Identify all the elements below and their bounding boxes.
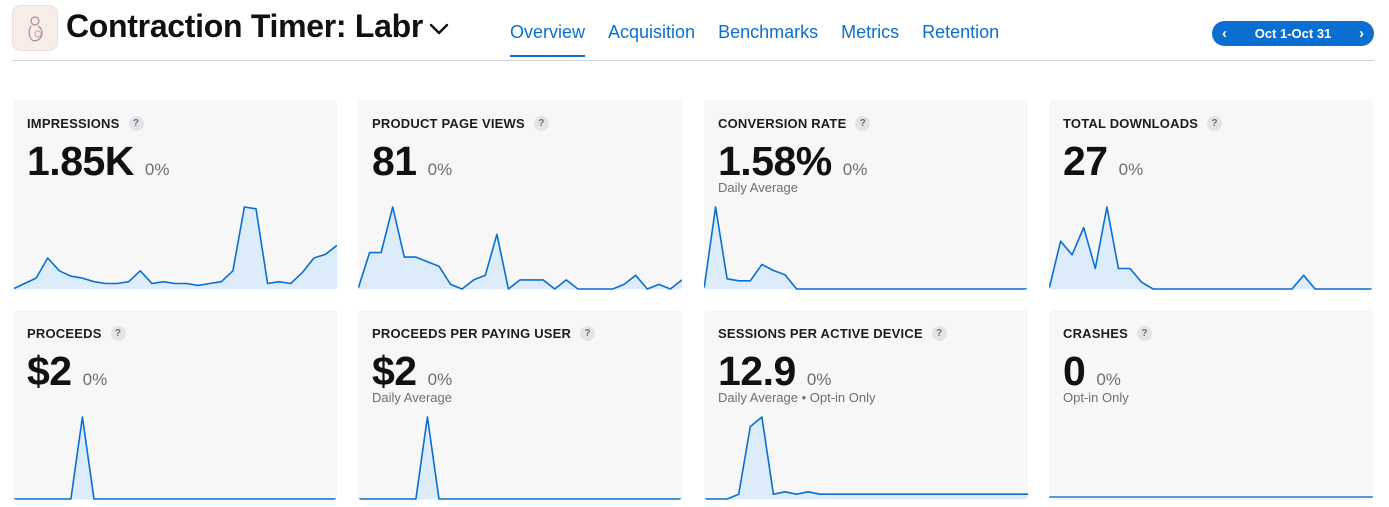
sparkline-line bbox=[1049, 206, 1373, 290]
metric-label: PROCEEDS? bbox=[27, 326, 126, 341]
metric-label-text: PRODUCT PAGE VIEWS bbox=[372, 116, 525, 131]
sparkline-area bbox=[358, 417, 682, 499]
date-range-label[interactable]: Oct 1-Oct 31 bbox=[1254, 26, 1332, 41]
sparkline-chart bbox=[704, 416, 1028, 500]
metric-label: PROCEEDS PER PAYING USER? bbox=[372, 326, 596, 341]
metric-value-row: $2 0% bbox=[27, 348, 107, 395]
sparkline-line bbox=[358, 206, 682, 290]
app-header: Contraction Timer: Labr Overview Acquisi… bbox=[0, 0, 1389, 62]
sparkline-chart bbox=[13, 416, 337, 500]
metric-value-row: 0 0% bbox=[1063, 348, 1121, 395]
chevron-left-icon[interactable]: ‹ bbox=[1222, 25, 1227, 42]
metric-value-row: 27 0% bbox=[1063, 138, 1143, 185]
metric-label: CONVERSION RATE? bbox=[718, 116, 871, 131]
sparkline-line bbox=[358, 416, 682, 500]
help-icon[interactable]: ? bbox=[1136, 326, 1152, 341]
metric-label-text: IMPRESSIONS bbox=[27, 116, 120, 131]
metric-card-product-page-views[interactable]: PRODUCT PAGE VIEWS? 81 0% bbox=[358, 100, 682, 290]
metric-card-impressions[interactable]: IMPRESSIONS? 1.85K 0% bbox=[13, 100, 337, 290]
metric-value: 27 bbox=[1063, 138, 1108, 184]
tab-bar: Overview Acquisition Benchmarks Metrics … bbox=[510, 22, 1022, 57]
sparkline-area bbox=[704, 417, 1028, 499]
sparkline-area bbox=[13, 207, 337, 289]
sparkline-area bbox=[358, 207, 682, 289]
metric-card-proceeds[interactable]: PROCEEDS? $2 0% bbox=[13, 310, 337, 500]
metric-label-text: PROCEEDS PER PAYING USER bbox=[372, 326, 572, 341]
tab-retention[interactable]: Retention bbox=[922, 22, 1000, 42]
metric-card-proceeds-per-paying-user[interactable]: PROCEEDS PER PAYING USER? $2 0% Daily Avera… bbox=[358, 310, 682, 500]
metric-label-text: PROCEEDS bbox=[27, 326, 102, 341]
metric-value: 81 bbox=[372, 138, 417, 184]
metric-value: 12.9 bbox=[718, 348, 796, 394]
metric-delta: 0% bbox=[1118, 160, 1144, 179]
app-title: Contraction Timer: Labr bbox=[66, 8, 423, 44]
metric-delta: 0% bbox=[427, 160, 453, 179]
metric-label-text: SESSIONS PER ACTIVE DEVICE bbox=[718, 326, 923, 341]
metric-label: CRASHES? bbox=[1063, 326, 1152, 341]
metric-subtext: Daily Average bbox=[372, 390, 452, 405]
metric-value: 1.58% bbox=[718, 138, 832, 184]
metric-label: SESSIONS PER ACTIVE DEVICE? bbox=[718, 326, 947, 341]
metric-delta: 0% bbox=[427, 370, 453, 389]
sparkline-chart bbox=[358, 206, 682, 290]
help-icon[interactable]: ? bbox=[580, 326, 596, 341]
help-icon[interactable]: ? bbox=[128, 116, 144, 131]
metric-value: $2 bbox=[27, 348, 72, 394]
help-icon[interactable]: ? bbox=[533, 116, 549, 131]
sparkline-chart bbox=[13, 206, 337, 290]
tab-overview[interactable]: Overview bbox=[510, 22, 586, 57]
metric-label: IMPRESSIONS? bbox=[27, 116, 144, 131]
metric-value: $2 bbox=[372, 348, 417, 394]
metric-value-row: 81 0% bbox=[372, 138, 452, 185]
metric-delta: 0% bbox=[144, 160, 170, 179]
metric-delta: 0% bbox=[82, 370, 108, 389]
metric-value-row: 1.85K 0% bbox=[27, 138, 170, 185]
help-icon[interactable]: ? bbox=[855, 116, 871, 131]
metric-card-sessions-per-active-device[interactable]: SESSIONS PER ACTIVE DEVICE? 12.9 0% Daily A… bbox=[704, 310, 1028, 500]
sparkline-line bbox=[704, 206, 1028, 290]
metric-label: PRODUCT PAGE VIEWS? bbox=[372, 116, 549, 131]
sparkline-area bbox=[13, 417, 337, 499]
tab-benchmarks[interactable]: Benchmarks bbox=[718, 22, 819, 42]
metric-delta: 0% bbox=[842, 160, 868, 179]
metric-delta: 0% bbox=[1096, 370, 1121, 389]
metric-card-crashes[interactable]: CRASHES? 0 0% Opt-in Only bbox=[1049, 310, 1373, 500]
date-range-picker: ‹ Oct 1-Oct 31 › bbox=[1212, 21, 1374, 46]
metric-subtext: Daily Average bbox=[718, 180, 798, 195]
metric-label: TOTAL DOWNLOADS? bbox=[1063, 116, 1223, 131]
metric-value-row: $2 0% bbox=[372, 348, 452, 395]
metric-subtext: Daily Average • Opt-in Only bbox=[718, 390, 876, 405]
tab-metrics[interactable]: Metrics bbox=[841, 22, 900, 42]
metric-value: 1.85K bbox=[27, 138, 134, 184]
sparkline-chart bbox=[358, 416, 682, 500]
sparkline-line bbox=[13, 206, 337, 290]
app-icon[interactable] bbox=[12, 5, 58, 51]
pregnancy-icon bbox=[28, 16, 43, 42]
header-divider bbox=[12, 60, 1374, 61]
help-icon[interactable]: ? bbox=[110, 326, 126, 341]
sparkline-area bbox=[1049, 207, 1373, 289]
metric-label-text: CRASHES bbox=[1063, 326, 1128, 341]
help-icon[interactable]: ? bbox=[1207, 116, 1223, 131]
metric-card-total-downloads[interactable]: TOTAL DOWNLOADS? 27 0% bbox=[1049, 100, 1373, 290]
metric-delta: 0% bbox=[806, 370, 832, 389]
metric-subtext: Opt-in Only bbox=[1063, 390, 1129, 405]
metric-card-conversion-rate[interactable]: CONVERSION RATE? 1.58% 0% Daily Average bbox=[704, 100, 1028, 290]
tab-acquisition[interactable]: Acquisition bbox=[608, 22, 696, 42]
metric-value-row: 12.9 0% bbox=[718, 348, 831, 395]
metric-value-row: 1.58% 0% bbox=[718, 138, 867, 185]
help-icon[interactable]: ? bbox=[931, 326, 947, 341]
sparkline-line bbox=[13, 416, 337, 500]
sparkline-line bbox=[704, 416, 1028, 500]
metric-value: 0 bbox=[1063, 348, 1086, 394]
chevron-right-icon[interactable]: › bbox=[1359, 25, 1364, 42]
sparkline-chart bbox=[1049, 206, 1373, 290]
sparkline-chart bbox=[704, 206, 1028, 290]
metric-label-text: TOTAL DOWNLOADS bbox=[1063, 116, 1199, 131]
sparkline-chart bbox=[1049, 496, 1373, 498]
metric-label-text: CONVERSION RATE bbox=[718, 116, 847, 131]
chevron-down-icon[interactable] bbox=[429, 23, 449, 35]
